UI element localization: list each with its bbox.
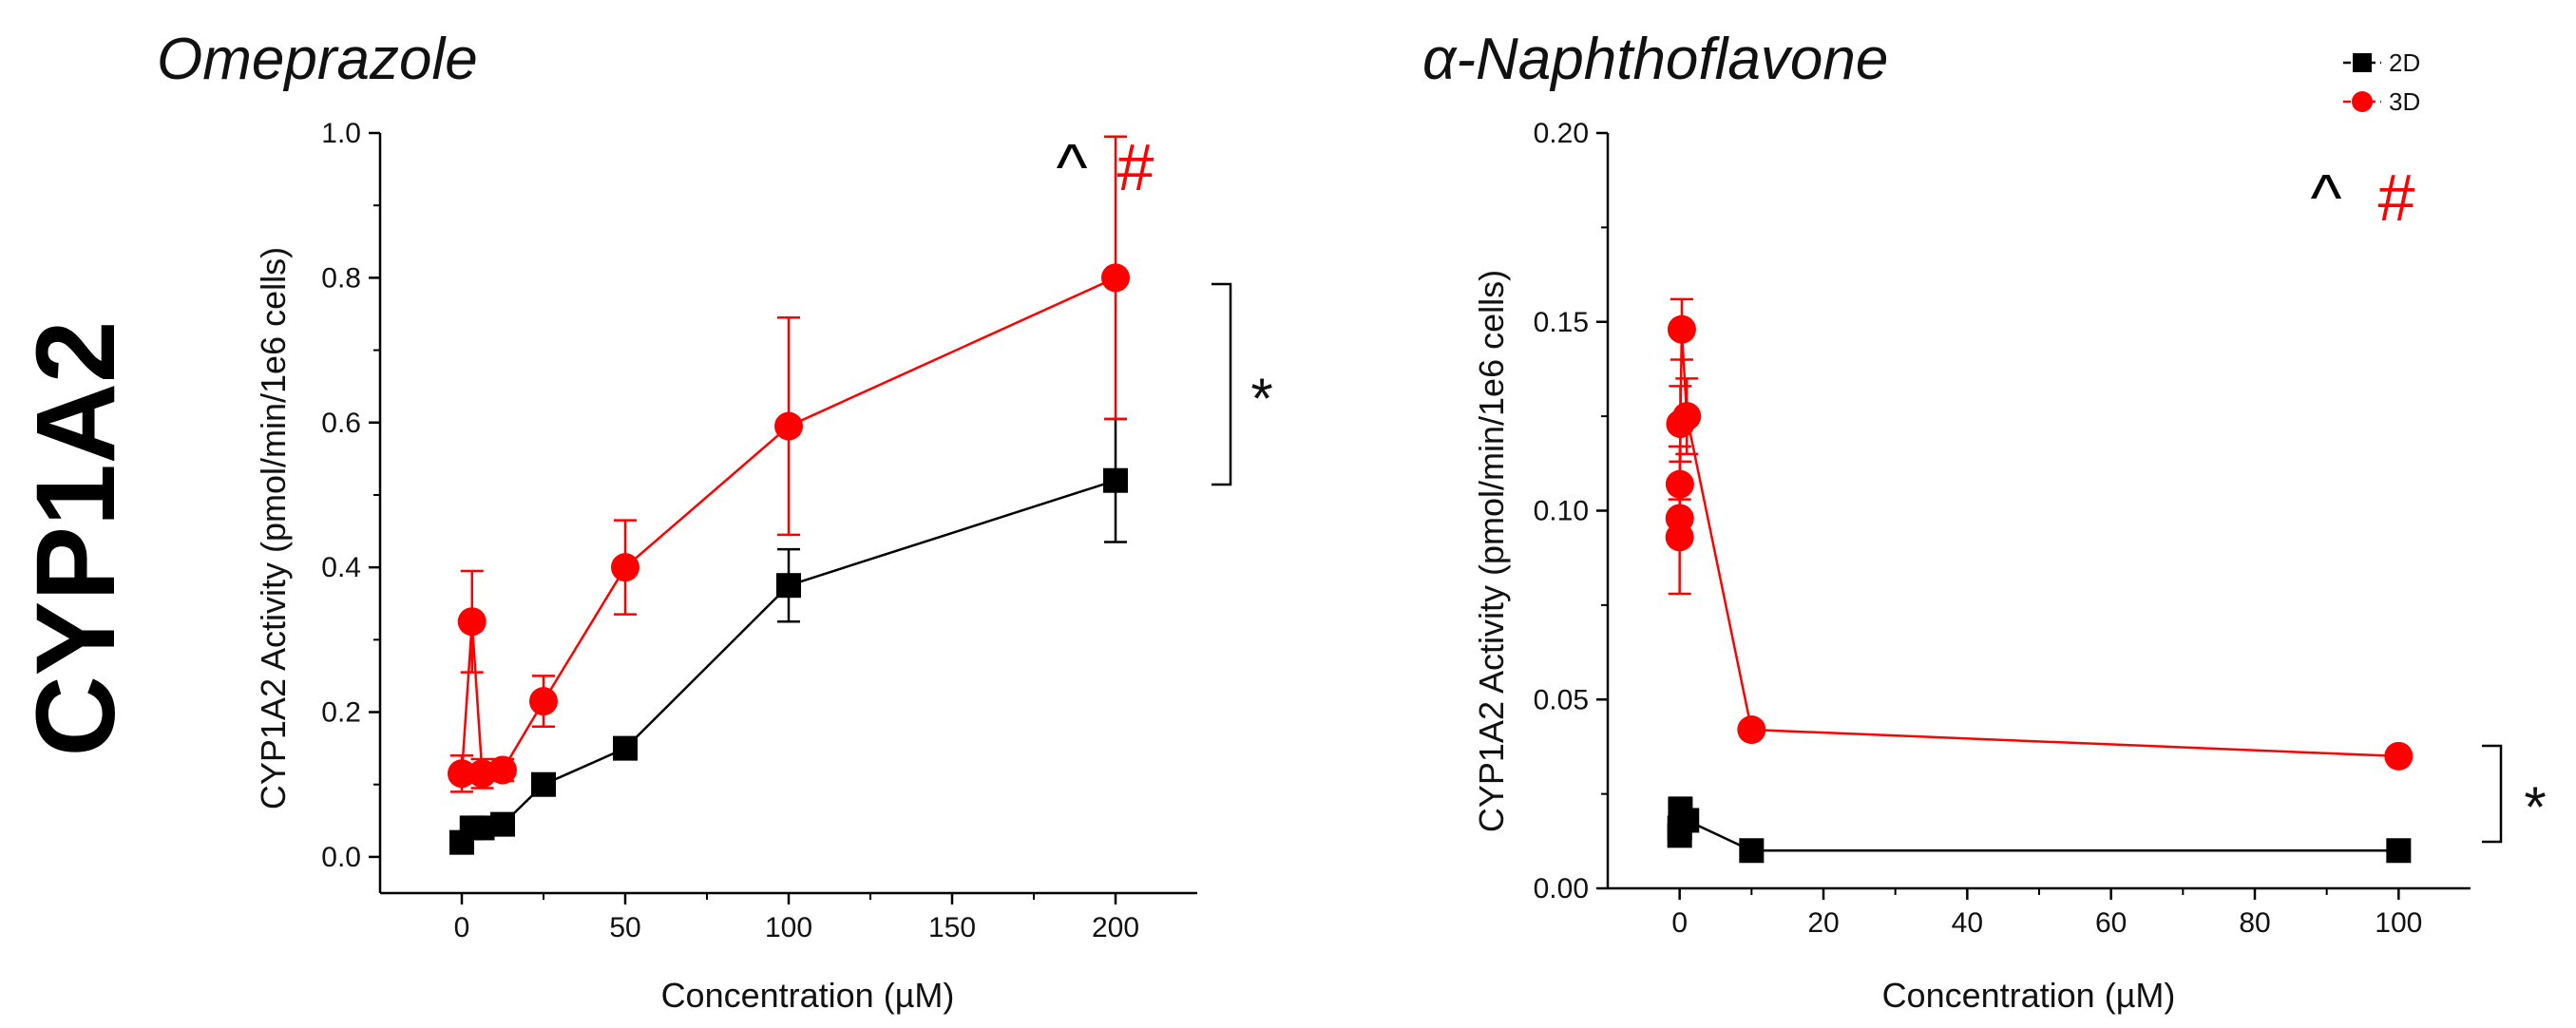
x-axis-label: Concentration (µM) [1882,976,2176,1015]
x-tick-label: 100 [765,912,812,943]
y-tick-label: 0.4 [321,552,361,583]
y-tick-label: 1.0 [321,118,361,149]
panel-naphthoflavone: α-Naphthoflavone CYP1A2 Activity (pmol/m… [1422,27,2547,1015]
data-point-3D [1665,469,1694,499]
x-tick-label: 80 [2239,907,2270,939]
legend-label: 3D [2389,87,2420,116]
data-point-3D [529,687,558,716]
y-tick-label: 0.15 [1534,307,1589,338]
x-tick-label: 200 [1092,912,1139,943]
data-point-2D [776,573,801,599]
x-tick-label: 50 [609,912,640,943]
x-tick-label: 150 [928,912,976,943]
hash-annotation: # [1117,130,1154,204]
series-line-3D [460,276,1116,775]
significance-bracket [2482,744,2503,844]
y-tick-label: 0.2 [321,697,361,729]
data-point-2D [613,735,638,761]
panel-title: α-Naphthoflavone [1422,27,1888,92]
data-point-3D [1101,263,1130,293]
data-point-3D [611,553,639,582]
data-point-3D [1672,402,1702,431]
legend-label: 2D [2389,48,2420,77]
y-tick-label: 0.6 [321,408,361,439]
panel-omeprazole: Omeprazole CYP1A2 Activity (pmol/min/1e6… [157,27,1273,1015]
significance-bracket [1212,282,1232,486]
y-axis-label: CYP1A2 Activity (pmol/min/1e6 cells) [1472,270,1511,832]
legend-entry-3D: 3D [2343,87,2420,116]
caret-annotation: ^ [2311,161,2342,235]
hash-annotation: # [2378,161,2415,235]
data-point-2D [2386,838,2412,864]
caret-annotation: ^ [1057,130,1088,204]
data-point-2D [531,771,556,797]
x-tick-label: 0 [454,912,470,943]
data-point-3D [448,759,476,789]
data-point-3D [1667,314,1696,344]
data-point-2D [1739,838,1765,864]
data-point-2D [490,811,515,837]
x-tick-label: 20 [1807,907,1839,939]
data-point-2D [1674,808,1700,833]
series-line-2D [1678,805,2399,852]
panel-title: Omeprazole [157,27,478,92]
significance-star: * [2524,775,2546,839]
y-tick-label: 0.10 [1534,496,1589,527]
x-axis-label: Concentration (µM) [661,976,955,1015]
data-point-3D [1737,715,1766,745]
legend-entry-2D: 2D [2343,48,2420,77]
y-tick-label: 0.20 [1534,118,1589,149]
data-point-3D [457,607,487,637]
x-tick-label: 60 [2095,907,2127,939]
y-tick-label: 0.0 [321,842,361,873]
x-tick-label: 40 [1952,907,1983,939]
y-tick-label: 0.8 [321,262,361,294]
x-tick-label: 0 [1671,907,1688,939]
legend: 2D 3D [2343,48,2420,116]
y-axis-label: CYP1A2 Activity (pmol/min/1e6 cells) [254,247,293,809]
series-line-3D [1678,329,2399,758]
row-label: CYP1A2 [13,320,139,756]
x-tick-label: 100 [2375,907,2422,939]
y-tick-label: 0.05 [1534,684,1589,715]
data-point-3D [774,411,803,441]
data-point-3D [2384,741,2414,771]
significance-star: * [1250,367,1272,430]
data-point-2D [1103,467,1128,493]
data-point-3D [488,755,517,785]
y-tick-label: 0.00 [1534,873,1589,904]
